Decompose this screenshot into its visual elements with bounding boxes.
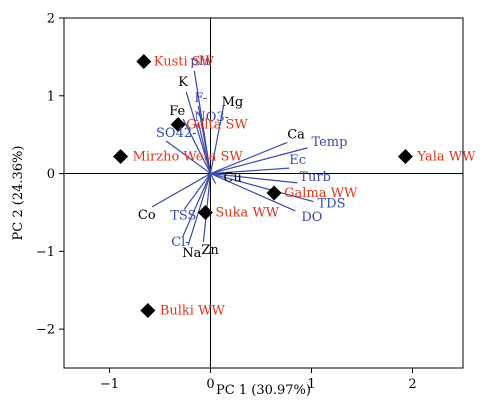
loading-label-ec: Ec [289,153,306,168]
loading-vector-co [151,173,211,208]
loading-label-do: DO [301,210,322,225]
loading-vector-fe [182,118,212,174]
site-label-gelta-sw: Gelta SW [186,118,248,133]
loading-label-zn: Zn [201,243,219,258]
loading-label-tss: TSS [170,208,196,223]
site-marker-mirzho-weta-sw [113,148,129,164]
site-label-suka-ww: Suka WW [215,205,279,220]
site-label-mirzho-weta-sw: Mirzho Weta SW [133,149,244,164]
loading-vector-ca [210,141,288,175]
site-label-yala-ww: Yala WW [416,149,476,164]
loading-label-mg: Mg [222,95,244,110]
loading-label-cl: Cl- [171,235,190,250]
y-tick-label: −2 [36,323,55,338]
loading-vector-temp [210,147,308,175]
loading-label-ph: pH [190,54,210,69]
site-marker-gelta-sw [170,117,186,133]
loading-vector-cl [182,173,212,237]
loading-vector-so42 [165,140,211,175]
y-tick-label: 0 [47,167,55,182]
loading-vector-cu [209,173,217,184]
x-tick-label: −1 [100,377,119,392]
y-axis-label: PC 2 (24.36%) [11,146,26,241]
site-marker-suka-ww [197,204,213,220]
loading-vector-na [187,173,212,246]
loading-vector-turb [210,172,298,184]
site-marker-galma-ww [266,185,282,201]
loading-label-tds: TDS [318,197,346,212]
loading-label-cu: Cu [224,171,242,186]
loading-vector-k [185,91,212,174]
loading-label-no3: NO3- [194,110,229,125]
x-tick-label: 1 [307,377,315,392]
loading-label-co: Co [138,208,156,223]
loading-vector-no3 [197,122,212,174]
site-marker-kusti-sw [136,54,152,70]
site-label-galma-ww: Galma WW [284,186,358,201]
site-label-kusti-sw: Kusti SW [154,55,215,70]
loading-vector-ec [210,167,290,175]
loading-label-temp: Temp [311,135,347,150]
site-marker-bulki-ww [140,302,156,318]
site-label-bulki-ww: Bulki WW [160,303,226,318]
y-tick-label: −1 [36,245,55,260]
loading-label-turb: Turb [299,170,331,185]
x-tick-label: 0 [206,377,214,392]
site-marker-yala-ww [397,148,413,164]
y-tick-label: 1 [47,89,55,104]
loading-vector-tss [183,173,211,210]
x-tick-label: 2 [408,377,416,392]
x-axis-label: PC 1 (30.97%) [216,383,311,398]
loading-vector-f [197,105,212,174]
loading-vector-mg [209,105,225,174]
loading-label-so42: SO42- [156,126,197,141]
plot-frame [63,17,464,369]
loading-label-k: K [178,75,188,90]
loading-label-f: F- [194,91,207,106]
loading-vector-tds [210,172,314,203]
loading-vector-do [210,173,296,212]
loading-label-ca: Ca [287,127,305,142]
y-tick-label: 2 [47,12,55,27]
loading-label-fe: Fe [169,104,185,119]
loading-label-na: Na [182,246,201,261]
